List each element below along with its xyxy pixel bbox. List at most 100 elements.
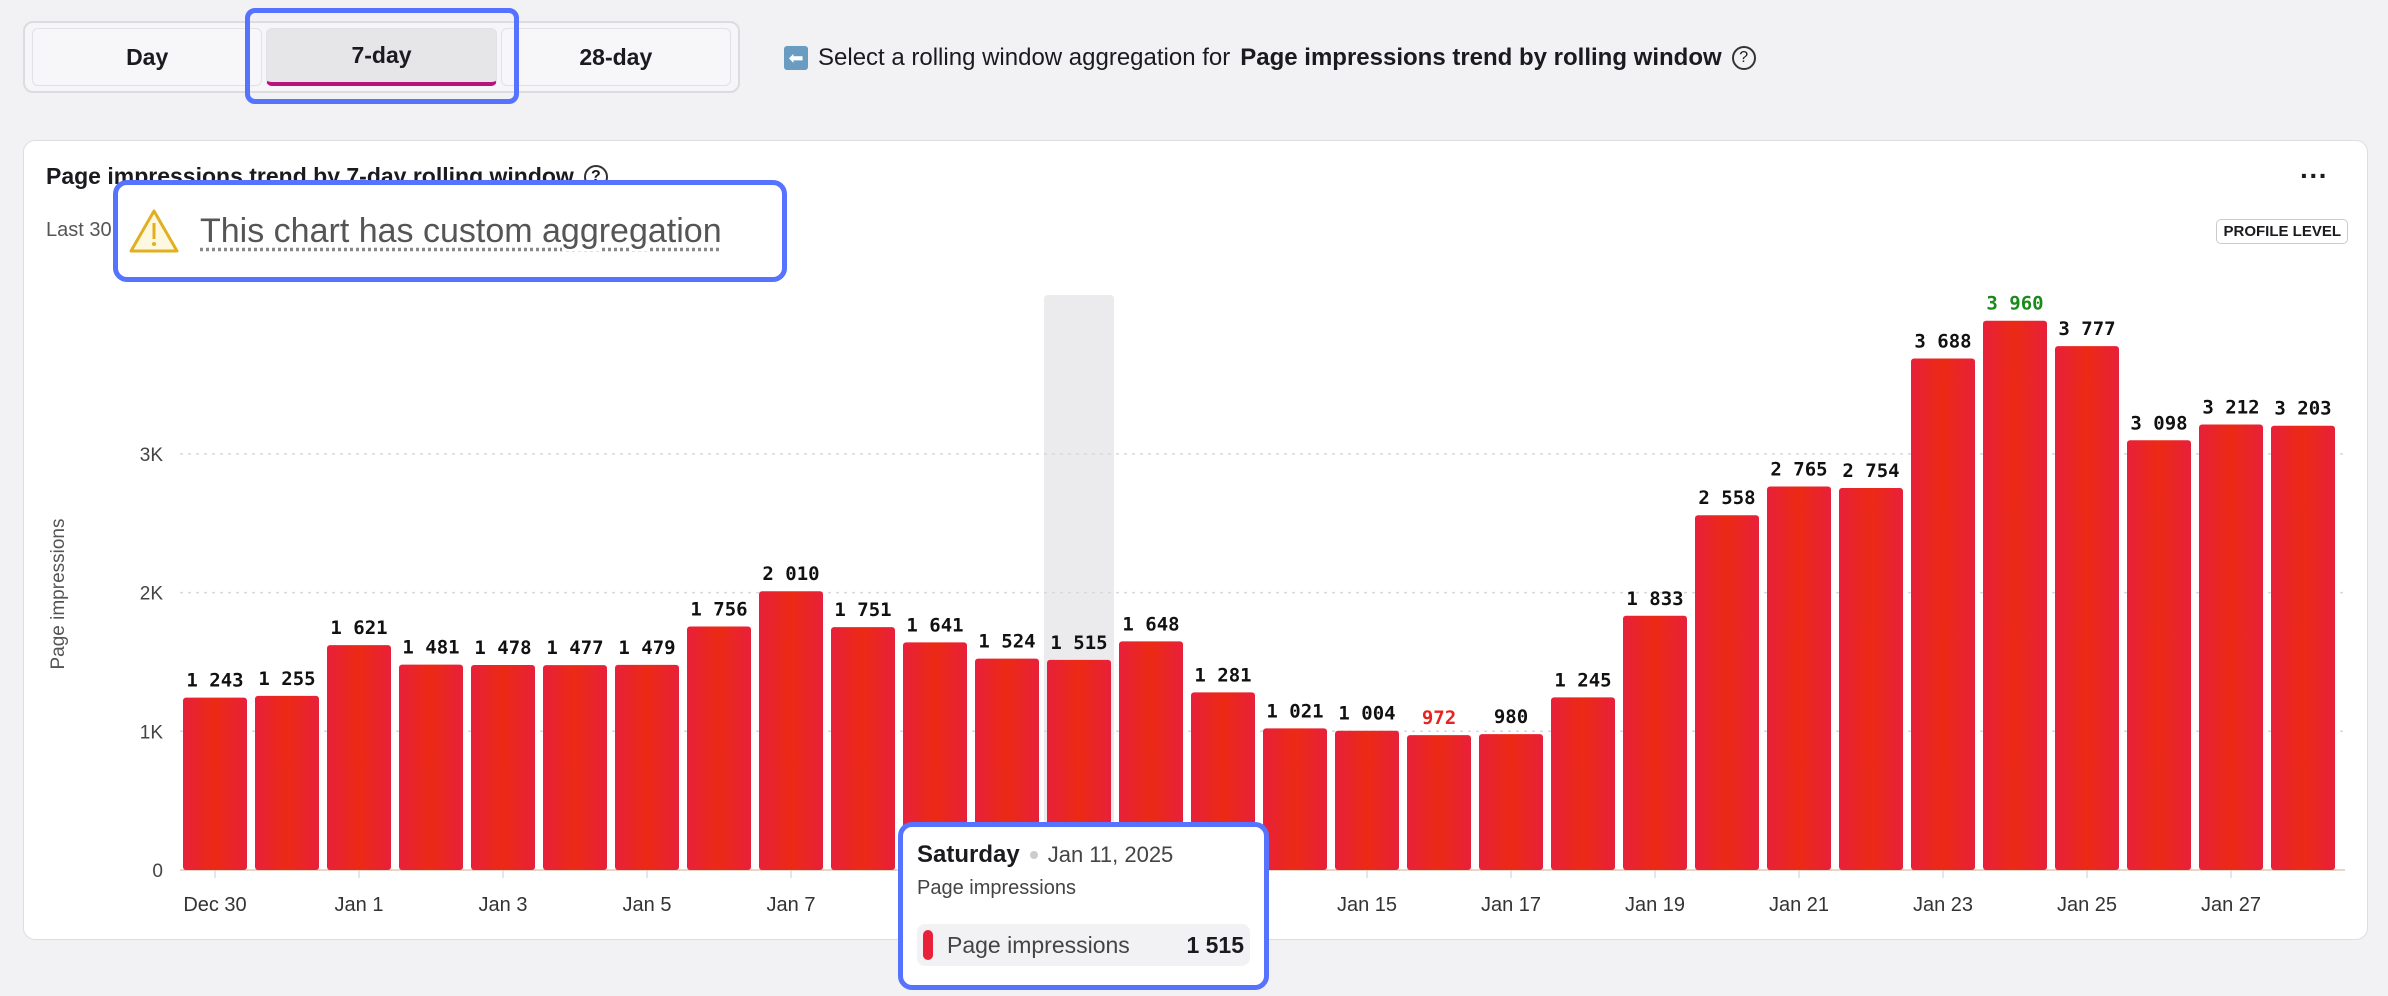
bar xyxy=(399,664,463,870)
bar xyxy=(903,642,967,870)
x-tick-label: Jan 21 xyxy=(1769,894,1829,916)
tooltip-value: 1 515 xyxy=(1186,931,1244,958)
tooltip-series: Page impressions xyxy=(947,931,1130,958)
bar xyxy=(2127,440,2191,870)
data-label: 1 004 xyxy=(1338,703,1395,725)
notice-text: This chart has custom aggregation xyxy=(200,211,722,250)
data-label: 1 621 xyxy=(330,617,387,639)
data-label: 1 477 xyxy=(546,637,603,659)
x-tick-label: Jan 17 xyxy=(1481,894,1541,916)
data-label: 2 558 xyxy=(1698,487,1755,509)
custom-aggregation-notice[interactable]: This chart has custom aggregation xyxy=(113,180,787,282)
x-tick-label: Jan 7 xyxy=(767,894,816,916)
data-label: 3 960 xyxy=(1986,293,2043,315)
y-tick-label: 2K xyxy=(140,584,164,605)
tooltip-day: Saturday xyxy=(917,841,1020,868)
y-tick-label: 0 xyxy=(152,861,163,882)
data-label: 2 765 xyxy=(1770,458,1827,480)
option-28-day[interactable]: 28-day xyxy=(500,28,731,86)
data-label: 1 648 xyxy=(1122,613,1179,635)
x-tick-label: Jan 15 xyxy=(1337,894,1397,916)
x-tick-label: Jan 25 xyxy=(2057,894,2117,916)
more-menu-icon[interactable]: ··· xyxy=(2300,160,2328,191)
data-label: 980 xyxy=(1494,706,1528,728)
tooltip-date: Jan 11, 2025 xyxy=(1047,842,1174,867)
data-label: 1 756 xyxy=(690,598,747,620)
profile-level-badge: PROFILE LEVEL xyxy=(2216,219,2348,244)
bar xyxy=(1119,641,1183,870)
y-tick-label: 3K xyxy=(140,445,164,466)
tooltip: Saturday Jan 11, 2025 Page impressions Pa… xyxy=(898,822,1269,990)
series-swatch xyxy=(923,930,933,960)
bar xyxy=(1407,735,1471,870)
helper-prefix: Select a rolling window aggregation for xyxy=(818,44,1231,71)
data-label: 1 524 xyxy=(978,631,1035,653)
bar xyxy=(1335,730,1399,870)
bar xyxy=(255,695,319,870)
x-tick-label: Jan 23 xyxy=(1913,894,1973,916)
bar xyxy=(615,664,679,870)
y-axis-title: Page impressions xyxy=(48,518,69,669)
helper-chart-name: Page impressions trend by rolling window xyxy=(1240,44,1722,71)
x-tick-label: Jan 19 xyxy=(1625,894,1685,916)
bar xyxy=(1623,615,1687,870)
option-7-day[interactable]: 7-day xyxy=(266,28,497,86)
bar xyxy=(831,627,895,870)
bar xyxy=(687,626,751,870)
bar xyxy=(1767,486,1831,870)
bar xyxy=(1695,515,1759,870)
data-label: 1 751 xyxy=(834,599,891,621)
data-label: 1 478 xyxy=(474,637,531,659)
separator-dot xyxy=(1029,851,1038,859)
x-tick-label: Dec 30 xyxy=(183,894,246,916)
y-tick-label: 1K xyxy=(140,722,164,743)
bar xyxy=(471,665,535,870)
tooltip-row: Page impressions 1 515 xyxy=(917,924,1250,966)
bar xyxy=(1479,734,1543,870)
data-label: 1 641 xyxy=(906,614,963,636)
data-label: 3 688 xyxy=(1914,330,1971,352)
arrow-left-icon: ⬅ xyxy=(784,46,808,70)
bar xyxy=(327,645,391,870)
bar xyxy=(2271,425,2335,870)
data-label: 1 245 xyxy=(1554,669,1611,691)
bar xyxy=(1047,659,1111,870)
bar xyxy=(1263,728,1327,870)
tooltip-subtitle: Page impressions xyxy=(917,877,1076,899)
bar xyxy=(2199,424,2263,870)
warning-icon xyxy=(129,209,179,253)
bar xyxy=(975,658,1039,870)
bar xyxy=(1839,488,1903,870)
data-label: 3 212 xyxy=(2202,396,2259,418)
data-label: 3 098 xyxy=(2130,412,2187,434)
helper-text: ⬅ Select a rolling window aggregation fo… xyxy=(784,44,1756,72)
data-label: 1 255 xyxy=(258,668,315,690)
data-label: 3 777 xyxy=(2058,318,2115,340)
aggregation-toggle: Day 7-day 28-day xyxy=(23,21,740,93)
data-label: 1 021 xyxy=(1266,700,1323,722)
bar xyxy=(759,591,823,870)
x-tick-label: Jan 3 xyxy=(479,894,528,916)
chart-subtitle: Last 30 xyxy=(46,219,112,241)
bar xyxy=(1911,358,1975,870)
bar xyxy=(1551,697,1615,870)
data-label: 972 xyxy=(1422,707,1456,729)
bar xyxy=(2055,346,2119,870)
data-label: 1 833 xyxy=(1626,588,1683,610)
data-label: 2 010 xyxy=(762,563,819,585)
x-tick-label: Jan 1 xyxy=(335,894,384,916)
x-tick-label: Jan 27 xyxy=(2201,894,2261,916)
bar xyxy=(543,665,607,870)
data-label: 1 515 xyxy=(1050,632,1107,654)
bar xyxy=(1983,320,2047,870)
data-label: 2 754 xyxy=(1842,460,1899,482)
help-icon[interactable]: ? xyxy=(1731,46,1756,70)
data-label: 1 481 xyxy=(402,637,459,659)
data-label: 3 203 xyxy=(2274,398,2331,420)
data-label: 1 479 xyxy=(618,637,675,659)
data-label: 1 243 xyxy=(186,670,243,692)
bar xyxy=(183,697,247,870)
data-label: 1 281 xyxy=(1194,664,1251,686)
option-day[interactable]: Day xyxy=(32,28,263,86)
